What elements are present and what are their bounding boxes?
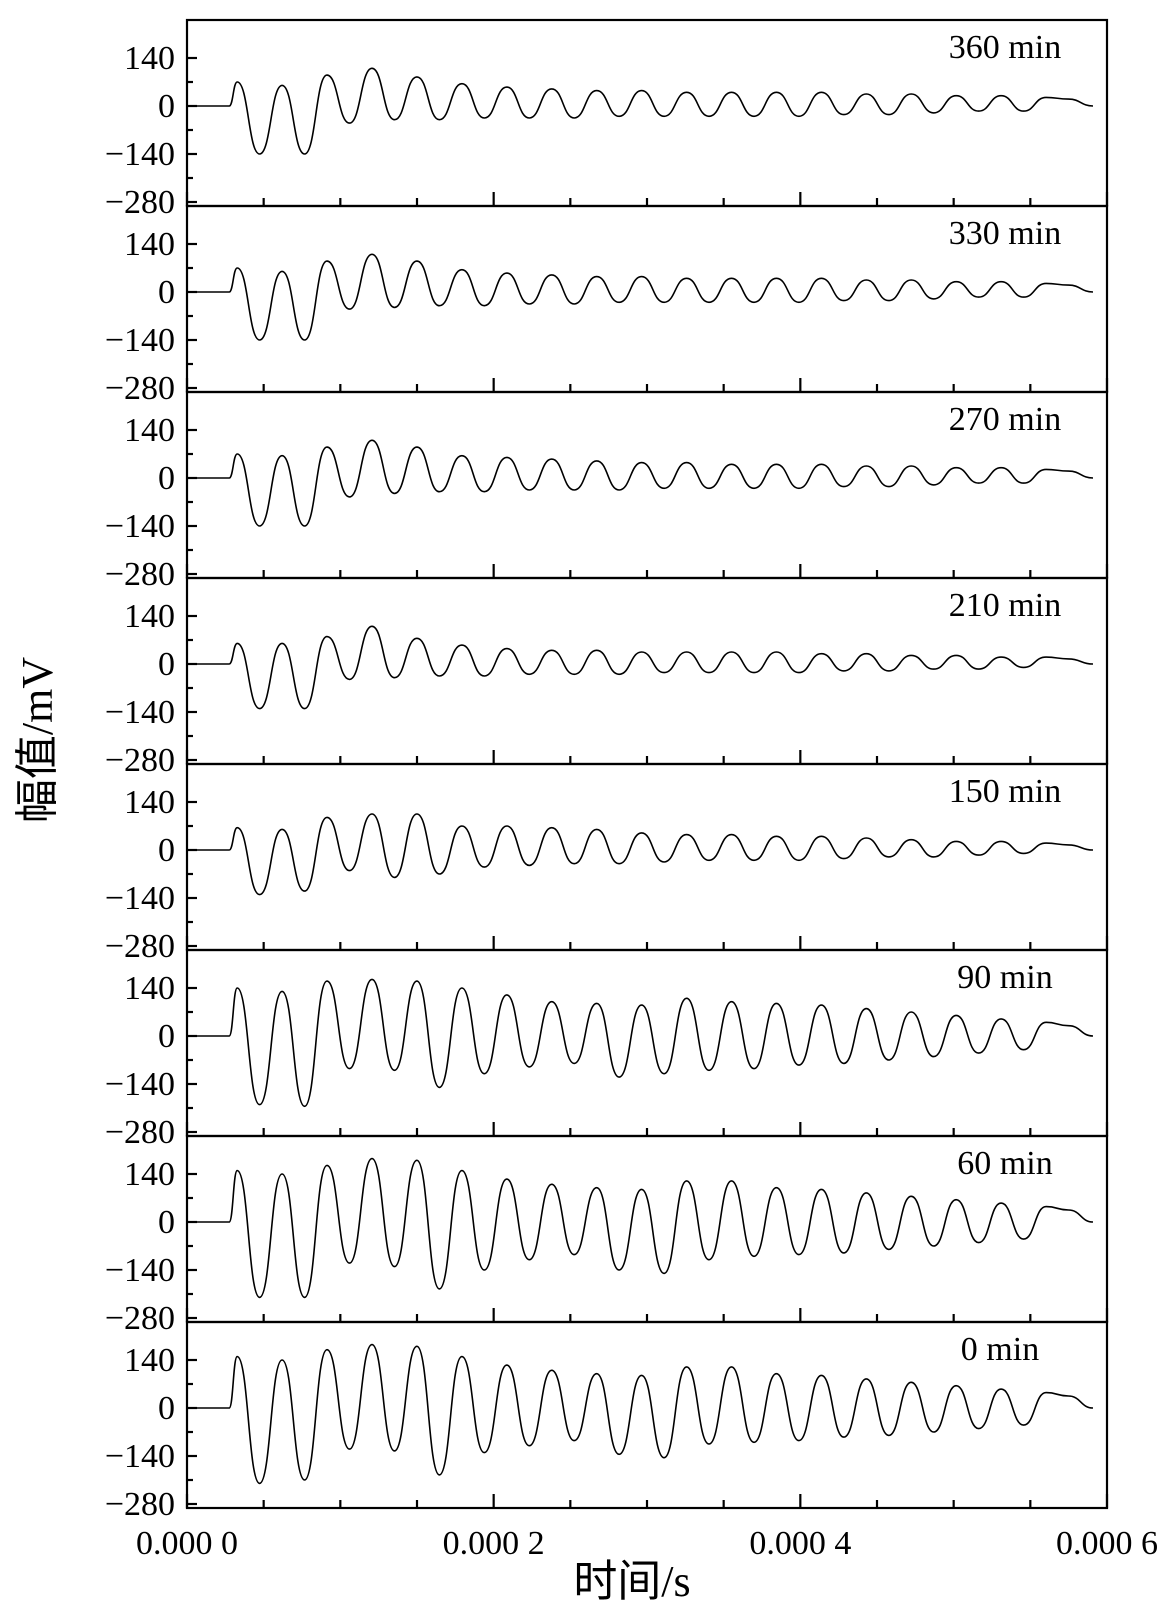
y-tick-label: −280: [105, 370, 175, 407]
panel-330-min: 140 0 −140 −280 330 min: [105, 204, 1109, 407]
y-tick-label: 0: [158, 1390, 175, 1427]
y-tick-label: 0: [158, 274, 175, 311]
panel-90-min: 140 0 −140 −280 90 min: [105, 948, 1109, 1151]
y-tick-label: −280: [105, 1114, 175, 1151]
y-tick-label: 140: [124, 1342, 175, 1379]
x-tick-label: 0.000 0: [136, 1525, 238, 1562]
panel-0-min: 140 0 −140 −280 0 min: [105, 1320, 1109, 1523]
panel-label: 210 min: [949, 587, 1061, 624]
y-tick-label: −280: [105, 184, 175, 221]
waveform-330-min: [195, 253, 1094, 341]
panel-label: 150 min: [949, 773, 1061, 810]
y-axis-title: 幅值/mV: [13, 657, 62, 823]
y-tick-label: −140: [105, 322, 175, 359]
panel-label: 60 min: [957, 1145, 1052, 1182]
y-tick-label: 140: [124, 40, 175, 77]
y-tick-label: 140: [124, 1156, 175, 1193]
y-tick-label: −280: [105, 556, 175, 593]
panel-label: 270 min: [949, 401, 1061, 438]
waveform-0-min: [194, 1343, 1094, 1485]
y-tick-label: 0: [158, 1018, 175, 1055]
y-tick-label: −280: [105, 928, 175, 965]
panel-label: 360 min: [949, 29, 1061, 66]
y-tick-label: 0: [158, 832, 175, 869]
y-tick-label: 140: [124, 970, 175, 1007]
y-tick-label: 140: [124, 598, 175, 635]
y-tick-label: 0: [158, 460, 175, 497]
y-tick-label: −140: [105, 1252, 175, 1289]
panel-label: 330 min: [949, 215, 1061, 252]
waveform-90-min: [195, 978, 1094, 1108]
y-tick-label: 0: [158, 88, 175, 125]
x-tick-label: 0.000 2: [443, 1525, 545, 1562]
x-axis-title: 时间/s: [573, 1557, 690, 1606]
waveform-270-min: [195, 439, 1094, 527]
x-tick-labels: 0.000 0 0.000 2 0.000 4 0.000 6: [136, 1525, 1158, 1562]
panel-label: 90 min: [957, 959, 1052, 996]
panel-270-min: 140 0 −140 −280 270 min: [105, 390, 1109, 593]
y-tick-label: 140: [124, 784, 175, 821]
y-tick-label: −280: [105, 1300, 175, 1337]
x-tick-label: 0.000 6: [1056, 1525, 1158, 1562]
waveform-60-min: [195, 1157, 1094, 1299]
panel-360-min: 140 0 −140 −280 360 min: [105, 18, 1109, 221]
y-tick-label: −140: [105, 880, 175, 917]
y-tick-label: −140: [105, 694, 175, 731]
waveform-150-min: [194, 813, 1094, 896]
y-tick-label: −280: [105, 742, 175, 779]
y-tick-label: −140: [105, 1438, 175, 1475]
y-tick-label: −140: [105, 1066, 175, 1103]
y-tick-label: −140: [105, 136, 175, 173]
y-tick-label: 0: [158, 646, 175, 683]
waveform-360-min: [195, 67, 1094, 155]
y-tick-label: −280: [105, 1486, 175, 1523]
y-tick-label: −140: [105, 508, 175, 545]
panel-150-min: 140 0 −140 −280 150 min: [105, 762, 1109, 965]
panel-210-min: 140 0 −140 −280 210 min: [105, 576, 1109, 779]
x-tick-label: 0.000 4: [749, 1525, 851, 1562]
y-tick-label: 140: [124, 226, 175, 263]
panel-label: 0 min: [961, 1331, 1039, 1368]
waveform-210-min: [195, 625, 1094, 710]
panel-60-min: 140 0 −140 −280 60 min: [105, 1134, 1109, 1337]
y-tick-label: 0: [158, 1204, 175, 1241]
y-tick-label: 140: [124, 412, 175, 449]
